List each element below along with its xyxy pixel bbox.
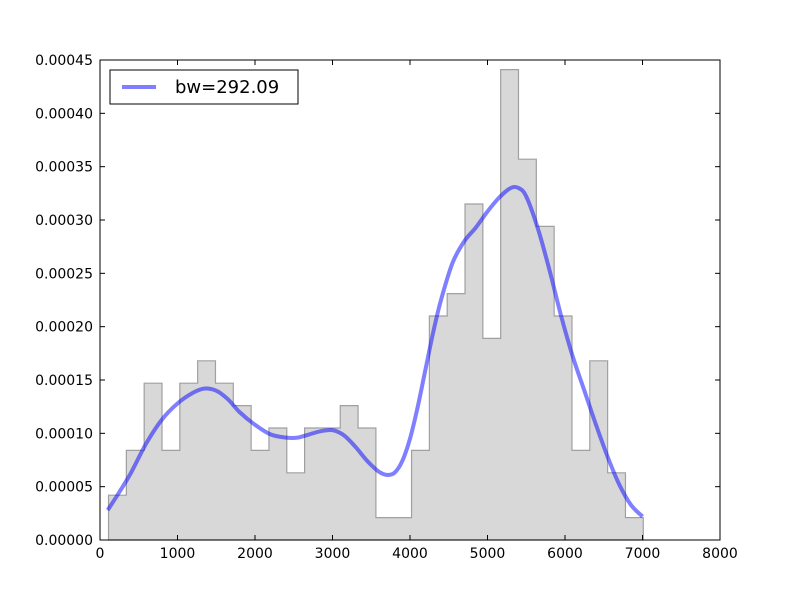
y-tick-label: 0.00045 bbox=[35, 53, 93, 69]
x-tick-label: 6000 bbox=[547, 546, 583, 562]
histogram-bin bbox=[429, 316, 447, 540]
x-tick-label: 5000 bbox=[470, 546, 506, 562]
histogram-bin bbox=[447, 294, 465, 540]
histogram-bin bbox=[572, 450, 590, 540]
kde-curve-line bbox=[106, 184, 644, 518]
y-tick-label: 0.00025 bbox=[35, 266, 93, 282]
y-tick-label: 0.00040 bbox=[35, 106, 93, 122]
histogram-bin bbox=[251, 450, 269, 540]
y-tick-label: 0.00030 bbox=[35, 213, 93, 229]
histogram-bin bbox=[144, 383, 162, 540]
histogram-bin bbox=[215, 383, 233, 540]
histogram-bin bbox=[394, 518, 412, 540]
histogram-bin bbox=[322, 428, 340, 540]
histogram-bin bbox=[269, 428, 287, 540]
histogram-bin bbox=[483, 338, 501, 540]
x-tick-label: 3000 bbox=[315, 546, 351, 562]
x-tick-label: 2000 bbox=[237, 546, 273, 562]
legend-label: bw=292.09 bbox=[175, 77, 279, 98]
histogram-bin bbox=[287, 473, 305, 540]
histogram-bin bbox=[340, 406, 358, 540]
legend: bw=292.09 bbox=[109, 69, 299, 105]
x-tick-label: 4000 bbox=[392, 546, 428, 562]
histogram-bin bbox=[465, 204, 483, 540]
histogram-bin bbox=[305, 428, 323, 540]
histogram-bin bbox=[376, 518, 394, 540]
x-tick-label: 7000 bbox=[625, 546, 661, 562]
y-tick-label: 0.00020 bbox=[35, 320, 93, 336]
kde-curve-layer bbox=[106, 184, 644, 518]
y-tick-label: 0.00015 bbox=[35, 373, 93, 389]
histogram-bin bbox=[412, 450, 430, 540]
histogram-bin bbox=[501, 70, 519, 540]
histogram-bin bbox=[233, 406, 251, 540]
histogram-bin bbox=[162, 450, 180, 540]
y-axis: 0.00000 0.00005 0.00010 0.00015 0.00020 0.000… bbox=[35, 53, 720, 549]
histogram-bin bbox=[180, 383, 198, 540]
x-tick-label: 1000 bbox=[160, 546, 196, 562]
y-tick-label: 0.00000 bbox=[35, 533, 93, 549]
histogram-bin bbox=[625, 518, 643, 540]
y-tick-label: 0.00005 bbox=[35, 480, 93, 496]
histogram-bin bbox=[358, 428, 376, 540]
y-tick-label: 0.00035 bbox=[35, 160, 93, 176]
y-tick-label: 0.00010 bbox=[35, 426, 93, 442]
x-axis: 0 1000 2000 3000 4000 5000 6000 7000 8000 bbox=[96, 60, 738, 562]
x-tick-label: 8000 bbox=[702, 546, 738, 562]
x-tick-label: 0 bbox=[96, 546, 105, 562]
